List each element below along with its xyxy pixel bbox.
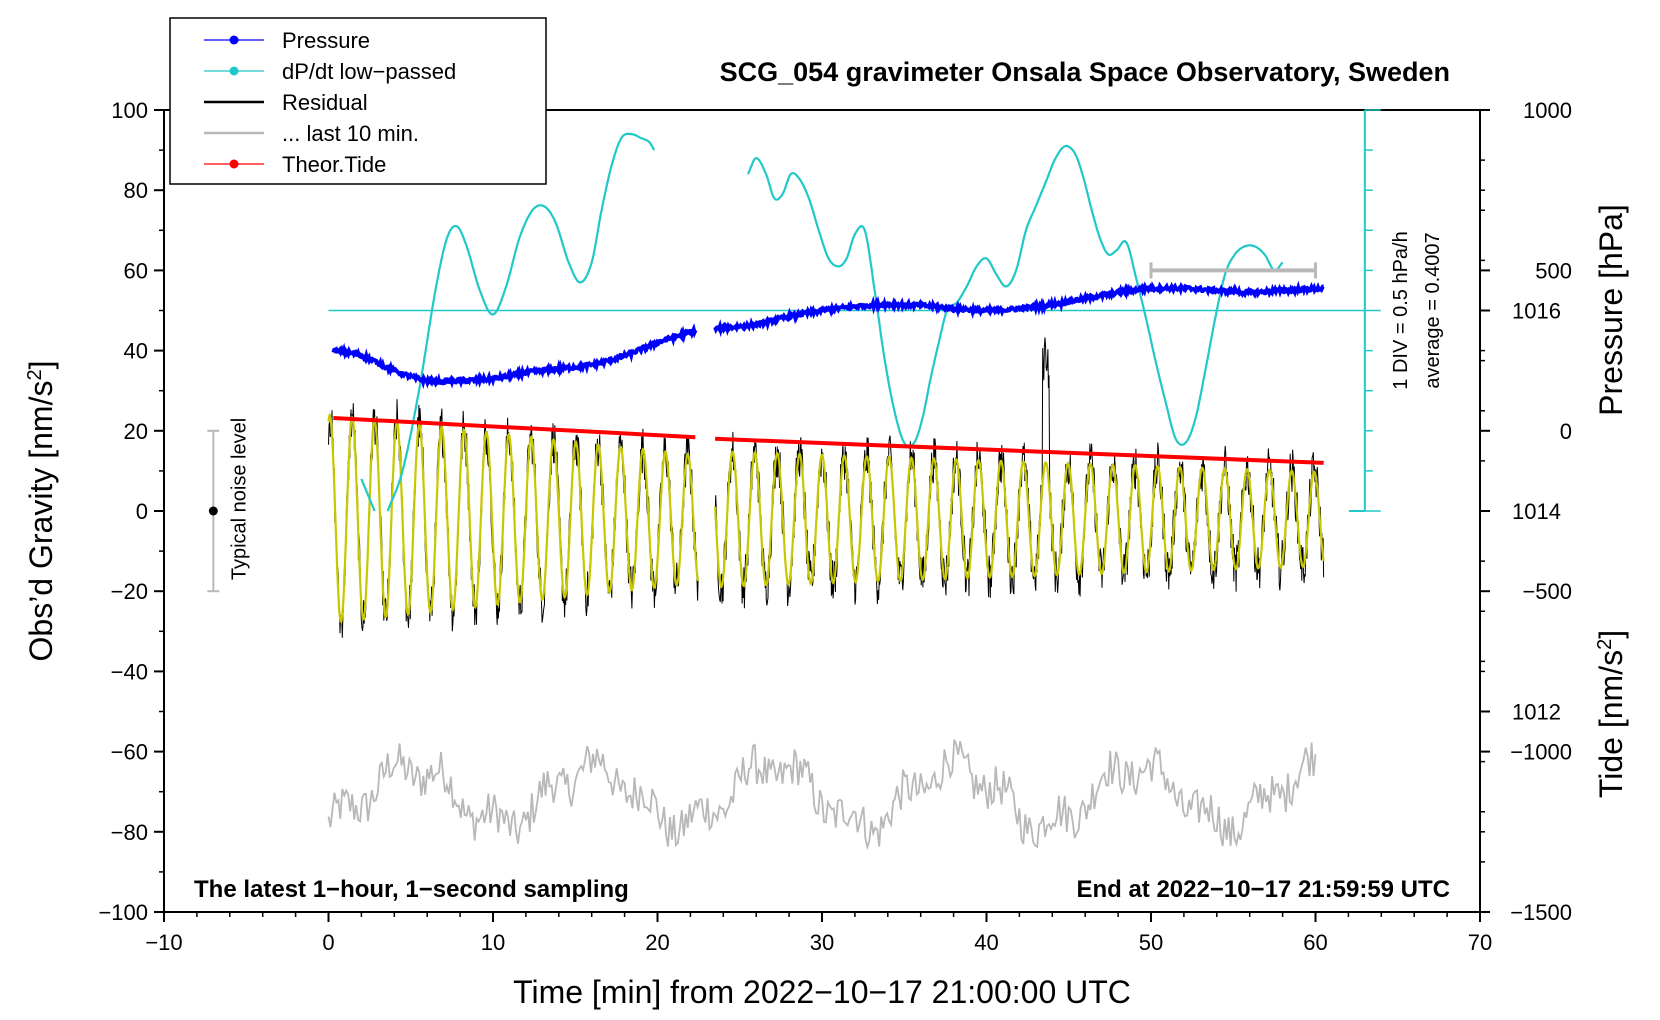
dpdt-series [386,132,656,512]
legend-label: dP/dt low−passed [282,59,456,84]
annotation-end-time: End at 2022−10−17 21:59:59 UTC [1076,876,1450,903]
dpdt-division-label: 1 DIV = 0.5 hPa/h [1390,231,1412,389]
dpdt-series [746,144,1284,448]
tide-axis-label-text: Tide [nm/s [1593,650,1629,798]
legend-label: ... last 10 min. [282,121,419,146]
residual-series [714,337,1325,609]
tide-series [715,436,1324,465]
legend-marker [229,35,239,45]
y-tick-label: 80 [124,178,148,203]
y-axis: −100 −80 −60 −40 −20 0 20 40 60 80 100 [98,98,164,925]
y-tick-label: 40 [124,339,148,364]
tide-tick-label: 0 [1560,419,1572,444]
series-layer [327,132,1365,851]
y-tick-label: 60 [124,258,148,283]
y-tick-label: −80 [111,820,148,845]
x-tick-label: 60 [1303,930,1327,955]
y-axis-label: Obs’d Gravity [nm/s2] [23,361,59,662]
y-tick-label: −100 [98,900,148,925]
last10-series [327,739,1317,851]
legend-marker [229,66,239,76]
residual-smoothed-series [714,450,1325,589]
x-tick-label: 70 [1468,930,1492,955]
pressure-tick-label: 1014 [1512,499,1561,524]
tide-axis: −1500 −1000 −500 0 500 1000 [1480,98,1572,925]
x-tick-label: 50 [1139,930,1163,955]
tide-axis-label: Tide [nm/s2] [1593,630,1629,798]
pressure-series [331,323,698,390]
tide-series [333,416,696,440]
tide-tick-label: −1000 [1510,740,1572,765]
dpdt-scale: 1 DIV = 0.5 hPa/h average = 0.4007 [1348,109,1444,512]
plot-frame [163,109,1481,913]
tide-tick-label: −1500 [1510,900,1572,925]
y-tick-label: −40 [111,659,148,684]
legend-label: Theor.Tide [282,152,386,177]
x-tick-label: 0 [322,930,334,955]
dpdt-series [360,478,376,512]
y-tick-label: −60 [111,740,148,765]
tide-tick-label: 500 [1535,258,1572,283]
noise-bar-dot [208,506,218,516]
y-axis-label-text: Obs’d Gravity [nm/s [23,381,59,662]
tide-axis-label-end: ] [1593,630,1629,639]
legend: Pressure dP/dt low−passed Residual ... last… [169,17,547,185]
x-tick-label: 40 [974,930,998,955]
legend-marker [229,159,239,169]
y-axis-label-sup: 2 [24,369,46,380]
legend-label: Pressure [282,28,370,53]
pressure-axis-label: Pressure [hPa] [1593,204,1629,416]
x-tick-label: 30 [810,930,834,955]
noise-bar-label: Typical noise level [228,418,250,580]
y-tick-label: −20 [111,579,148,604]
tide-axis-label-sup: 2 [1594,639,1616,650]
pressure-tick-label: 1012 [1512,700,1561,725]
residual-smoothed-series [327,412,700,624]
y-tick-label: 0 [136,499,148,524]
annotation-sampling: The latest 1−hour, 1−second sampling [194,876,629,903]
tide-tick-label: 1000 [1523,98,1572,123]
x-axis-label: Time [min] from 2022−10−17 21:00:00 UTC [513,974,1131,1010]
y-axis-label-end: ] [23,361,59,370]
legend-label: Residual [282,90,368,115]
x-tick-label: 10 [481,930,505,955]
tide-tick-label: −500 [1522,579,1572,604]
pressure-tick-label: 1016 [1512,299,1561,324]
x-tick-label: 20 [645,930,669,955]
pressure-series [713,280,1325,338]
x-tick-label: −10 [145,930,182,955]
pressure-axis: 1012 1014 1016 [1480,159,1561,863]
x-axis: −10 0 10 20 30 40 50 60 70 [145,912,1492,955]
chart-title: SCG_054 gravimeter Onsala Space Observat… [720,57,1450,87]
y-tick-label: 100 [111,98,148,123]
y-tick-label: 20 [124,419,148,444]
dpdt-average-label: average = 0.4007 [1422,232,1444,388]
noise-bar: Typical noise level [207,418,250,593]
